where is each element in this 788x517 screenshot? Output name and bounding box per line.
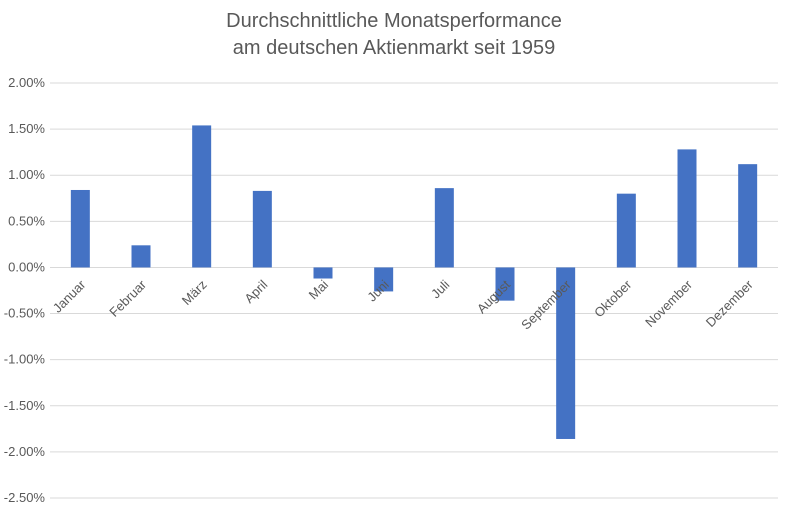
y-tick-label: 0.50% bbox=[8, 213, 45, 228]
chart-title-line-2: am deutschen Aktienmarkt seit 1959 bbox=[232, 37, 556, 59]
bar-januar bbox=[70, 189, 90, 268]
bar-mai bbox=[313, 267, 333, 279]
y-tick-label: -1.50% bbox=[4, 398, 46, 413]
y-tick-label: 1.50% bbox=[8, 121, 45, 136]
bar-juli bbox=[434, 188, 454, 268]
x-tick-label: November bbox=[642, 276, 695, 329]
bar-november bbox=[677, 149, 697, 268]
y-tick-label: 0.00% bbox=[8, 259, 45, 274]
y-tick-label: -0.50% bbox=[4, 306, 46, 321]
bar-dezember bbox=[738, 164, 758, 268]
x-tick-label: Mai bbox=[306, 277, 331, 302]
bar-april bbox=[252, 190, 272, 268]
y-tick-label: -2.00% bbox=[4, 444, 46, 459]
bar-juni bbox=[374, 267, 394, 292]
bar-februar bbox=[131, 245, 151, 268]
y-tick-label: 2.00% bbox=[8, 75, 45, 90]
y-tick-label: -1.00% bbox=[4, 352, 46, 367]
x-tick-label: März bbox=[179, 277, 210, 308]
x-tick-label: April bbox=[241, 277, 270, 306]
bar-m-rz bbox=[192, 125, 212, 268]
bar-august bbox=[495, 267, 515, 301]
y-tick-label: 1.00% bbox=[8, 167, 45, 182]
x-tick-label: Dezember bbox=[703, 276, 756, 329]
y-tick-label: -2.50% bbox=[4, 490, 46, 505]
bar-september bbox=[556, 267, 576, 439]
x-tick-label: Juli bbox=[428, 277, 452, 301]
x-tick-label: Januar bbox=[50, 276, 89, 315]
chart-title-line-1: Durchschnittliche Monatsperformance bbox=[226, 10, 562, 32]
bar-oktober bbox=[616, 193, 636, 268]
